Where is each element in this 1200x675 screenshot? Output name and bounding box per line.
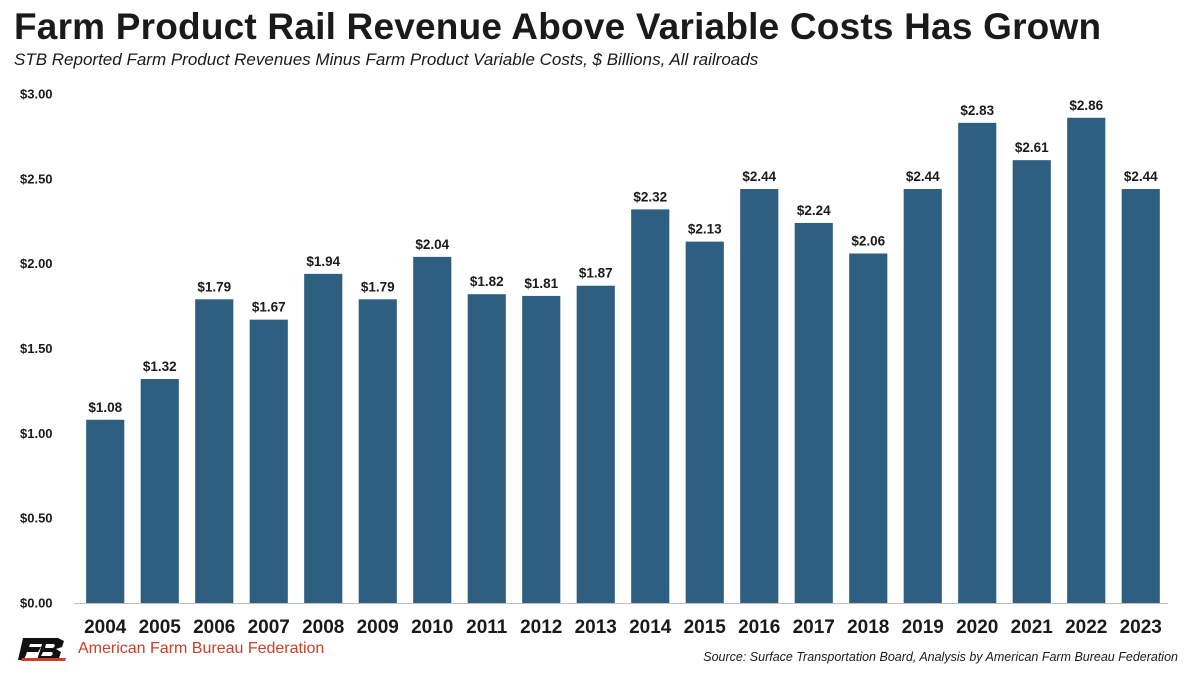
data-label: $2.44	[1124, 169, 1158, 184]
data-label: $2.13	[688, 222, 722, 237]
data-label: $2.86	[1069, 98, 1103, 113]
y-tick-label: $0.00	[20, 596, 53, 611]
y-tick-label: $1.00	[20, 426, 53, 441]
data-label: $1.08	[88, 400, 122, 415]
x-tick-label: 2007	[248, 617, 290, 638]
bar	[467, 294, 506, 603]
bar	[685, 241, 724, 604]
data-label: $1.32	[143, 359, 177, 374]
org-name: American Farm Bureau Federation	[78, 640, 325, 657]
y-tick-label: $0.50	[20, 511, 53, 526]
data-label: $1.79	[197, 279, 231, 294]
afbf-logo: American Farm Bureau Federation	[18, 636, 324, 662]
source-note: Source: Surface Transportation Board, An…	[703, 650, 1178, 664]
data-label: $2.44	[742, 169, 776, 184]
bar	[631, 209, 670, 603]
data-label: $2.32	[633, 189, 667, 204]
data-label: $2.61	[1015, 140, 1049, 155]
data-label: $1.81	[524, 276, 558, 291]
y-tick-label: $3.00	[20, 87, 53, 102]
x-tick-label: 2010	[411, 617, 453, 638]
x-tick-label: 2017	[793, 617, 835, 638]
data-label: $1.87	[579, 266, 613, 281]
y-tick-label: $2.00	[20, 256, 53, 271]
y-tick-label: $2.50	[20, 171, 53, 186]
chart-title: Farm Product Rail Revenue Above Variable…	[14, 6, 1102, 47]
bar	[794, 222, 833, 604]
x-tick-label: 2021	[1011, 617, 1054, 638]
bar	[1121, 189, 1160, 603]
x-tick-label: 2006	[193, 617, 235, 638]
data-label: $2.83	[960, 103, 994, 118]
data-label: $1.94	[306, 254, 340, 269]
x-tick-label: 2019	[902, 617, 944, 638]
bar	[249, 319, 288, 603]
x-tick-label: 2018	[847, 617, 889, 638]
bar	[958, 122, 997, 604]
x-tick-label: 2005	[139, 617, 182, 638]
bar	[1012, 160, 1051, 604]
x-tick-label: 2014	[629, 617, 672, 638]
bar	[576, 285, 615, 603]
x-tick-label: 2022	[1065, 617, 1107, 638]
bar	[304, 273, 343, 603]
bar	[358, 299, 397, 603]
bar	[903, 189, 942, 603]
data-label: $2.06	[851, 233, 885, 248]
x-tick-label: 2020	[956, 617, 998, 638]
bar	[195, 299, 234, 603]
x-tick-label: 2023	[1120, 617, 1162, 638]
data-label: $1.82	[470, 274, 504, 289]
bar	[140, 379, 179, 603]
x-tick-label: 2012	[520, 617, 562, 638]
x-tick-label: 2015	[684, 617, 727, 638]
x-tick-label: 2013	[575, 617, 617, 638]
data-label: $2.04	[415, 237, 449, 252]
x-tick-label: 2009	[357, 617, 399, 638]
fb-logo-icon	[18, 638, 66, 661]
data-label: $1.79	[361, 279, 395, 294]
bar	[522, 295, 561, 603]
chart-subtitle: STB Reported Farm Product Revenues Minus…	[14, 50, 759, 69]
x-tick-label: 2016	[738, 617, 780, 638]
bar	[849, 253, 888, 603]
bar	[740, 189, 779, 603]
bar	[1067, 117, 1106, 604]
data-label: $2.24	[797, 203, 831, 218]
bar	[86, 419, 125, 603]
data-label: $2.44	[906, 169, 940, 184]
x-tick-label: 2008	[302, 617, 344, 638]
data-label: $1.67	[252, 300, 286, 315]
x-tick-label: 2004	[84, 617, 127, 638]
x-tick-label: 2011	[466, 617, 508, 638]
y-tick-label: $1.50	[20, 341, 53, 356]
bar	[413, 256, 452, 603]
